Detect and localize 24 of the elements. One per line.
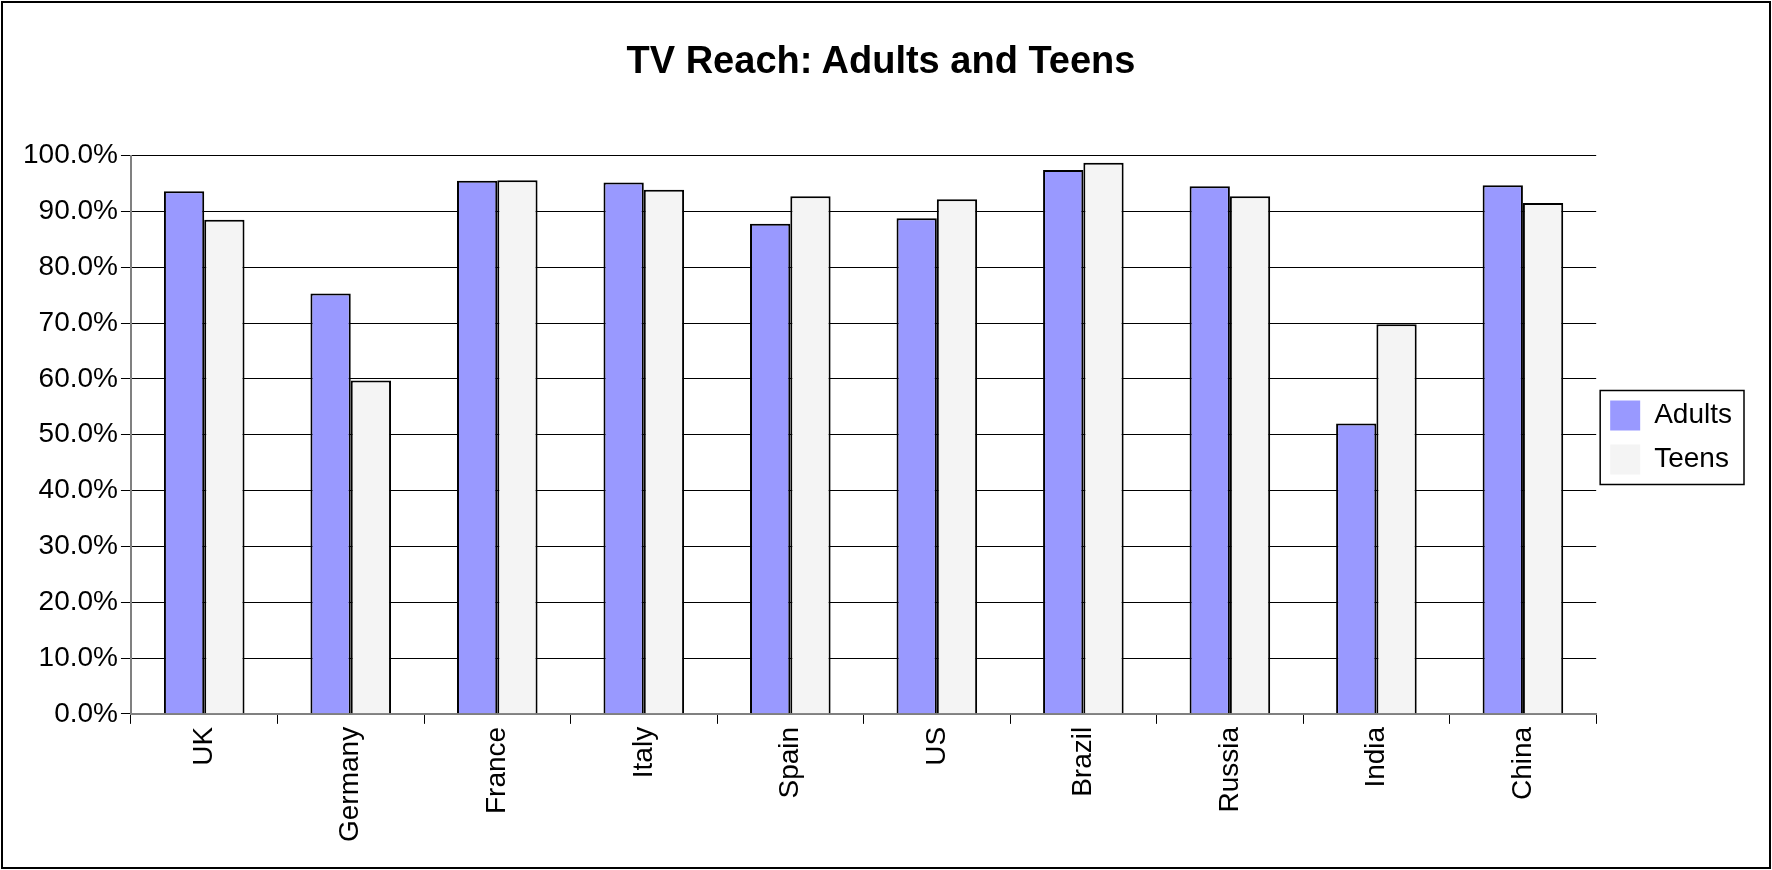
- x-tick-label: Spain: [773, 726, 805, 799]
- y-tick-label: 10.0%: [38, 640, 118, 672]
- y-tick-label: 40.0%: [38, 473, 118, 505]
- legend-label: Teens: [1654, 442, 1729, 474]
- y-tick-label: 20.0%: [38, 584, 118, 616]
- x-tick-label: US: [919, 726, 951, 766]
- y-tick-label: 60.0%: [38, 361, 118, 393]
- y-tick-label: 0.0%: [54, 696, 118, 728]
- x-tick-label: Germany: [333, 726, 365, 843]
- x-tick-label: Russia: [1212, 726, 1244, 813]
- x-tick-label: France: [479, 726, 511, 815]
- chart-title: TV Reach: Adults and Teens: [626, 39, 1136, 82]
- x-tick-label: Brazil: [1066, 726, 1098, 797]
- y-tick-label: 80.0%: [38, 249, 118, 281]
- legend-label: Adults: [1654, 398, 1733, 430]
- x-tick-label: China: [1505, 726, 1537, 801]
- y-tick-label: 70.0%: [38, 305, 118, 337]
- y-tick-label: 90.0%: [38, 194, 118, 226]
- x-tick-label: India: [1359, 726, 1391, 788]
- x-tick-label: Italy: [626, 726, 658, 779]
- y-tick-label: 100.0%: [23, 138, 118, 170]
- y-tick-label: 50.0%: [38, 417, 118, 449]
- y-tick-label: 30.0%: [38, 529, 118, 561]
- x-tick-label: UK: [186, 726, 218, 766]
